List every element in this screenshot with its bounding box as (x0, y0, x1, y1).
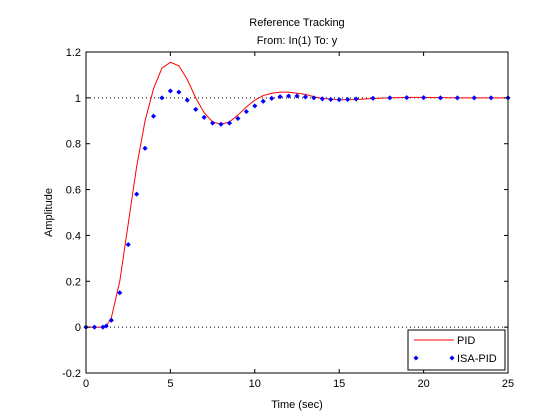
data-point (184, 97, 190, 103)
data-point (133, 191, 140, 197)
data-point (404, 94, 410, 101)
data-point (150, 113, 157, 119)
y-tick-label: 1 (75, 93, 81, 105)
data-point (319, 96, 325, 102)
legend-label: ISA-PID (457, 353, 497, 365)
series-markers-1 (83, 88, 511, 330)
x-tick-label: 0 (83, 378, 89, 390)
data-point (235, 115, 241, 122)
legend-item-0: PID (414, 335, 475, 347)
data-point (488, 95, 494, 101)
data-point (277, 94, 283, 100)
data-point (218, 121, 224, 127)
plot-layer: 0 5 10 15 20 25-0.200.20.40.60.811.2PIDISA-PI… (62, 47, 514, 390)
x-tick-label: 25 (502, 378, 514, 390)
data-point (353, 96, 359, 102)
data-point (125, 241, 131, 248)
legend-box (407, 329, 506, 371)
y-tick-label: 0.8 (66, 139, 81, 151)
data-point (167, 88, 174, 94)
data-point (108, 317, 114, 323)
data-point (226, 120, 233, 126)
data-point (437, 95, 444, 101)
data-point (159, 95, 165, 101)
data-point (336, 97, 342, 103)
legend-marker-swatch (449, 355, 455, 361)
y-tick-label: 0.6 (66, 185, 81, 197)
x-tick-label: 5 (167, 378, 173, 390)
chart-title: Reference Tracking (249, 17, 344, 29)
legend: PID ISA-PID (407, 329, 506, 371)
y-tick-label: 0.2 (66, 276, 81, 288)
data-point (201, 114, 207, 120)
data-point (328, 96, 334, 103)
data-point (260, 98, 266, 104)
data-point (142, 145, 148, 151)
chart-subtitle: From: In(1) To: y (257, 35, 338, 47)
data-point (471, 95, 477, 101)
data-point (285, 93, 292, 99)
data-point (176, 89, 182, 95)
data-point (252, 103, 258, 109)
legend-item-1: ISA-PID (413, 353, 497, 365)
data-point (454, 95, 461, 101)
data-point (269, 95, 275, 101)
data-point (193, 106, 199, 112)
y-tick-label: -0.2 (62, 368, 81, 380)
series-line-0 (86, 61, 508, 328)
x-tick-label: 10 (249, 378, 261, 390)
data-point (302, 94, 309, 100)
legend-marker-swatch (413, 355, 419, 361)
data-point (243, 108, 250, 115)
x-axis-label: Time (sec) (271, 399, 323, 411)
axes-box (85, 51, 509, 374)
x-tick-label: 20 (417, 378, 429, 390)
data-point (294, 93, 300, 99)
data-point (420, 94, 427, 101)
data-point (387, 95, 393, 101)
data-point (209, 120, 216, 126)
y-tick-label: 0 (75, 322, 81, 334)
data-point (311, 95, 317, 101)
data-point (91, 324, 98, 330)
y-axis-label: Amplitude (43, 188, 55, 237)
legend-label: PID (457, 335, 475, 347)
data-point (370, 95, 376, 101)
x-tick-label: 15 (333, 378, 345, 390)
data-point (344, 96, 351, 103)
data-point (103, 323, 109, 329)
y-tick-label: 0.4 (66, 230, 81, 242)
data-point (117, 290, 123, 296)
y-tick-label: 1.2 (66, 47, 81, 59)
plot-area (86, 52, 508, 373)
